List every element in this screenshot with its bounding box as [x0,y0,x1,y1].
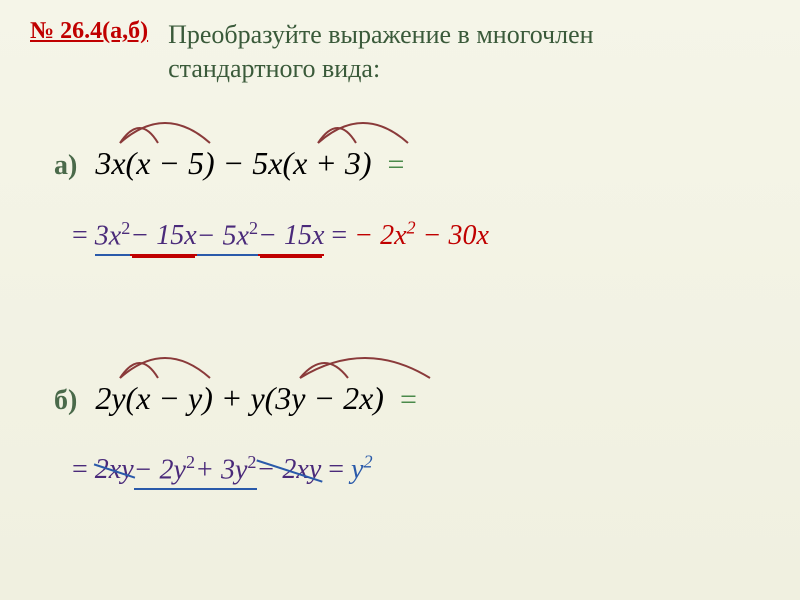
equals-a: = [388,148,405,181]
label-a: а) [54,150,77,182]
arcs-b [90,343,500,383]
equals-b: = [400,383,417,416]
result-b: y2 [351,454,373,485]
problem-title: Преобразуйте выражение в многочлен станд… [168,18,593,86]
solution-a: = 3x2 − 15x − 5x2 − 15x = − 2x2 − 30x [72,218,489,256]
expression-b: 2y(x − y) + y(3y − 2x) [95,380,392,416]
problem-number: № 26.4(а,б) [30,18,148,45]
problem-b-container: б) 2y(x − y) + y(3y − 2x) = [54,380,417,417]
solution-a-terms: = 3x2 − 15x − 5x2 − 15x = [72,220,354,251]
solution-b: = 2xy − 2y2 + 3y2 − 2xy = y2 [72,452,373,490]
expression-a: 3x(x − 5) − 5x(x + 3) [95,145,379,181]
arcs-a [90,108,470,148]
problem-a-container: а) 3x(x − 5) − 5x(x + 3) = [54,145,404,182]
label-b: б) [54,385,77,417]
result-a: − 2x2 − 30x [354,220,489,251]
problem-header: № 26.4(а,б) Преобразуйте выражение в мно… [30,18,594,86]
solution-b-terms: = 2xy − 2y2 + 3y2 − 2xy = [72,454,351,485]
